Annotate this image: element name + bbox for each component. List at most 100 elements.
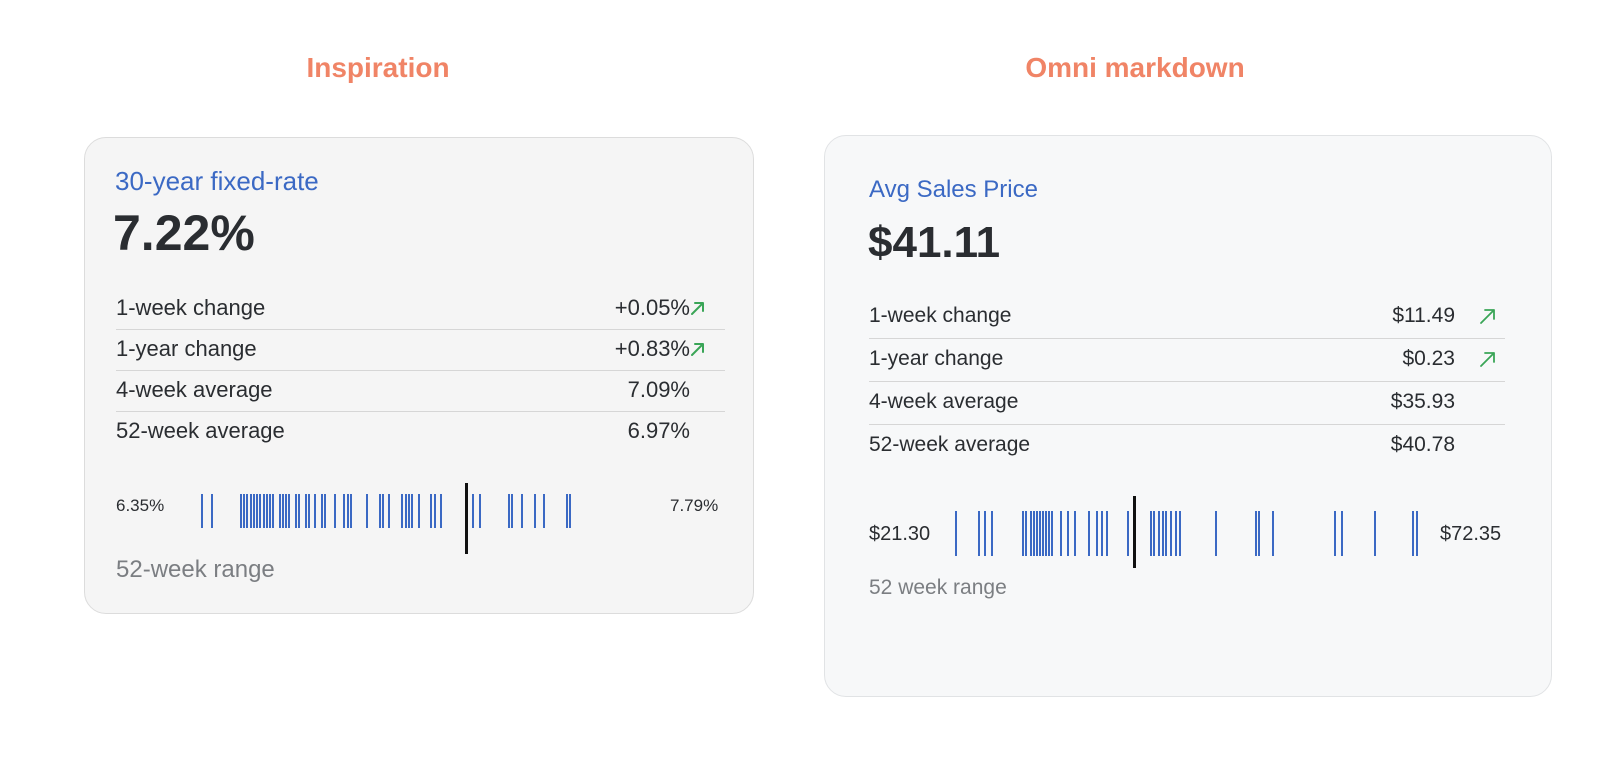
range-tick	[281, 494, 284, 528]
range-tick	[252, 494, 255, 528]
range-strip	[945, 511, 1445, 556]
range-tick	[298, 494, 300, 528]
range-tick	[984, 511, 986, 556]
metric-title: Avg Sales Price	[869, 176, 1038, 203]
range-tick	[365, 494, 368, 528]
range-strip	[185, 494, 745, 528]
range-tick	[320, 494, 323, 528]
range-tick	[417, 494, 420, 528]
range-tick	[1041, 511, 1044, 556]
range-tick	[566, 494, 568, 528]
range-tick	[201, 494, 204, 528]
arrow-up-right-icon	[1480, 352, 1495, 367]
range-tick	[1087, 511, 1090, 556]
range-tick	[478, 494, 481, 528]
range-tick	[269, 494, 271, 528]
range-tick	[349, 494, 352, 528]
range-tick	[249, 494, 252, 528]
stat-row-52-week-average: 52-week average 6.97%	[116, 412, 725, 453]
range-tick	[1412, 511, 1415, 556]
range-tick	[285, 494, 288, 528]
range-tick	[304, 494, 307, 528]
range-tick	[239, 494, 242, 528]
stats-list: 1-week change $11.49 1-year change $0.23…	[869, 296, 1505, 468]
stat-row-52-week-average: 52-week average $40.78	[869, 425, 1505, 468]
stat-label: 1-week change	[869, 304, 1012, 327]
stat-value: +0.05%	[614, 295, 690, 320]
stats-list: 1-week change +0.05% 1-year change +0.83…	[116, 289, 725, 453]
range-tick	[1096, 511, 1099, 556]
range-tick	[440, 494, 443, 528]
heading-omni-markdown: Omni markdown	[1025, 52, 1245, 83]
metric-value: 7.22%	[113, 205, 255, 261]
stat-label: 4-week average	[869, 390, 1019, 413]
range-caption: 52-week range	[116, 556, 275, 583]
stat-label: 1-year change	[116, 336, 257, 361]
stat-value: +0.83%	[614, 336, 690, 361]
range-tick	[307, 494, 310, 528]
range-tick	[954, 511, 957, 556]
range-tick	[430, 494, 433, 528]
range-tick	[1161, 511, 1164, 556]
range-tick	[533, 494, 536, 528]
range-tick	[378, 494, 381, 528]
stat-value: 6.97%	[627, 418, 690, 443]
range-tick	[388, 494, 391, 528]
range-tick	[978, 511, 981, 556]
range-tick	[1157, 511, 1160, 556]
heading-inspiration: Inspiration	[306, 52, 450, 83]
range-tick	[333, 494, 336, 528]
range-tick	[259, 494, 262, 528]
range-tick	[990, 511, 993, 556]
range-tick	[1044, 511, 1047, 556]
current-value-marker	[465, 483, 469, 554]
range-tick	[1271, 511, 1274, 556]
range-tick	[1029, 511, 1032, 556]
range-tick	[246, 494, 249, 528]
range-tick	[272, 494, 275, 528]
range-tick	[411, 494, 413, 528]
range-tick	[1036, 511, 1039, 556]
range-tick	[1174, 511, 1177, 556]
range-max-label: 7.79%	[670, 496, 719, 515]
range-tick	[243, 494, 246, 528]
range-caption: 52 week range	[869, 576, 1007, 599]
range-tick	[1047, 511, 1050, 556]
range-tick	[1150, 511, 1153, 556]
range-tick	[278, 494, 281, 528]
range-tick	[1024, 511, 1027, 556]
range-tick	[1153, 511, 1156, 556]
range-tick	[1060, 511, 1062, 556]
range-tick	[407, 494, 410, 528]
range-tick	[343, 494, 346, 528]
range-tick	[1165, 511, 1168, 556]
range-tick	[1341, 511, 1344, 556]
range-tick	[1333, 511, 1336, 556]
arrow-up-right-icon	[691, 302, 704, 315]
range-tick	[294, 494, 297, 528]
range-tick	[433, 494, 436, 528]
range-min-label: $21.30	[869, 523, 931, 545]
stat-row-1-year-change: 1-year change $0.23	[869, 339, 1505, 382]
metric-card-inspiration: 30-year fixed-rate 7.22% 1-week change +…	[84, 137, 754, 614]
range-tick	[262, 494, 265, 528]
stat-row-1-week-change: 1-week change +0.05%	[116, 289, 725, 330]
range-tick	[569, 494, 572, 528]
range-tick	[1178, 511, 1181, 556]
stat-value: $40.78	[1390, 433, 1455, 456]
range-tick	[511, 494, 514, 528]
stat-row-4-week-average: 4-week average $35.93	[869, 382, 1505, 425]
range-tick	[382, 494, 384, 528]
range-tick	[404, 494, 407, 528]
range-tick	[1126, 511, 1129, 556]
stat-row-4-week-average: 4-week average 7.09%	[116, 371, 725, 412]
range-tick	[323, 494, 326, 528]
stat-value: $35.93	[1390, 390, 1455, 413]
range-tick	[1039, 511, 1042, 556]
range-tick	[1066, 511, 1069, 556]
stat-label: 52-week average	[869, 433, 1031, 456]
range-tick	[1022, 511, 1024, 556]
metric-value: $41.11	[868, 218, 1001, 267]
range-tick	[314, 494, 317, 528]
range-tick	[1374, 511, 1377, 556]
